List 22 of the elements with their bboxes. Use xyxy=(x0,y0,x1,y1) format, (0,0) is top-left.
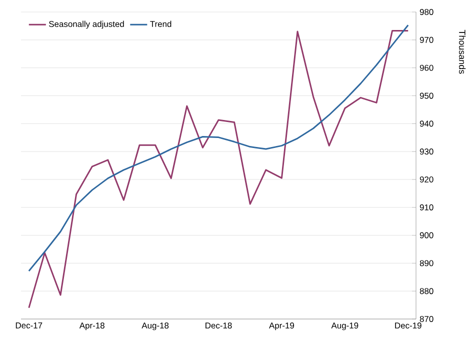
y-tick-label: 870 xyxy=(420,316,434,322)
x-tick-label: Dec-17 xyxy=(16,322,42,328)
x-tick-label: Aug-18 xyxy=(142,322,169,330)
y-tick-label: 890 xyxy=(420,260,434,266)
y-tick-label: 920 xyxy=(420,176,434,182)
legend-label: Trend xyxy=(150,20,172,27)
x-tick-label: Aug-19 xyxy=(331,322,358,330)
y-tick-label: 950 xyxy=(420,92,434,99)
y-tick-label: 960 xyxy=(420,64,434,71)
y-tick-label: 930 xyxy=(420,148,434,155)
x-tick-label: Apr-19 xyxy=(269,322,294,330)
x-tick-label: Apr-18 xyxy=(79,322,104,330)
y-tick-label: 940 xyxy=(420,120,434,127)
y-tick-label: 910 xyxy=(420,204,434,210)
x-tick-label: Dec-18 xyxy=(206,322,232,329)
x-tick-label: Dec-19 xyxy=(395,322,422,329)
legend-label: Seasonally adjusted xyxy=(49,20,124,29)
y-tick-label: 970 xyxy=(420,36,434,43)
y-tick-label: 980 xyxy=(420,9,434,15)
y-tick-label: 880 xyxy=(420,288,434,294)
y-axis-title: Thousands xyxy=(459,30,466,74)
y-tick-label: 900 xyxy=(420,232,434,238)
